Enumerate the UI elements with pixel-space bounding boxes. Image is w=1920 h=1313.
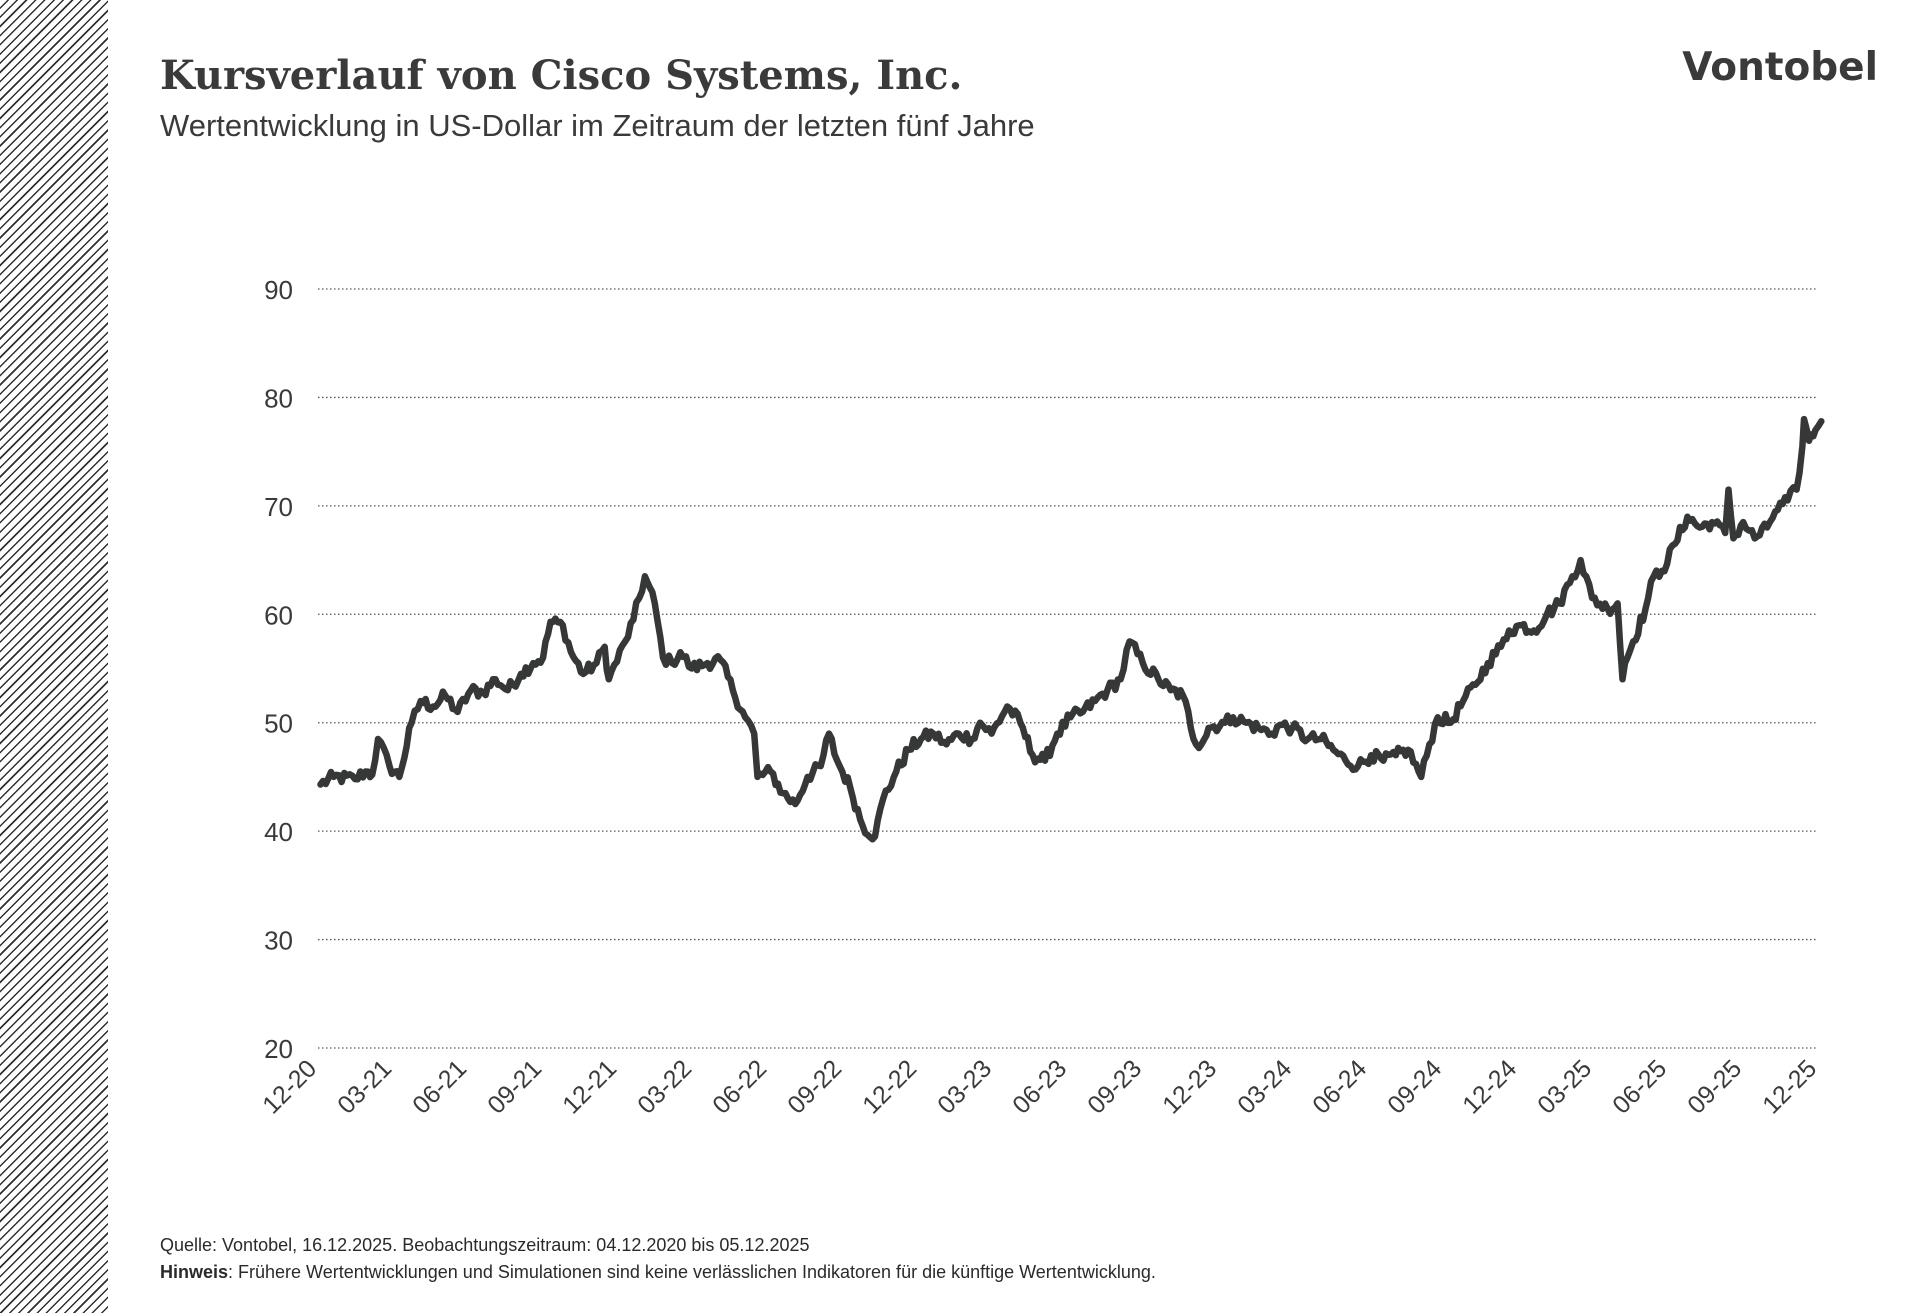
brand-logo: Vontobel xyxy=(1682,45,1878,90)
x-tick-label: 06-21 xyxy=(407,1054,472,1119)
y-tick-label: 40 xyxy=(264,817,293,847)
x-tick-label: 12-23 xyxy=(1157,1054,1222,1119)
disclaimer-label: Hinweis xyxy=(160,1262,229,1282)
y-tick-label: 50 xyxy=(264,709,293,739)
x-tick-label: 03-21 xyxy=(332,1054,397,1119)
series-line xyxy=(317,415,1825,843)
footer: Quelle: Vontobel, 16.12.2025. Beobachtun… xyxy=(160,1232,1156,1286)
x-tick-label: 09-25 xyxy=(1682,1054,1747,1119)
x-tick-label: 12-21 xyxy=(557,1054,622,1119)
disclaimer: Hinweis: Frühere Wertentwicklungen und S… xyxy=(160,1259,1156,1286)
x-tick-label: 09-24 xyxy=(1382,1054,1447,1119)
x-tick-label: 06-22 xyxy=(707,1054,772,1119)
x-tick-label: 12-20 xyxy=(257,1054,322,1119)
x-tick-label: 12-22 xyxy=(857,1054,922,1119)
y-tick-label: 80 xyxy=(264,383,293,413)
x-tick-label: 06-23 xyxy=(1007,1054,1072,1119)
x-tick-label: 09-22 xyxy=(782,1054,847,1119)
y-tick-label: 90 xyxy=(264,275,293,305)
x-tick-label: 03-23 xyxy=(932,1054,997,1119)
x-tick-label: 12-25 xyxy=(1757,1054,1822,1119)
y-tick-label: 70 xyxy=(264,492,293,522)
x-tick-label: 03-25 xyxy=(1532,1054,1597,1119)
disclaimer-text: : Frühere Wertentwicklungen und Simulati… xyxy=(228,1262,1156,1282)
chart-subtitle: Wertentwicklung in US-Dollar im Zeitraum… xyxy=(160,108,1035,143)
x-tick-label: 06-24 xyxy=(1307,1054,1372,1119)
x-tick-label: 09-23 xyxy=(1082,1054,1147,1119)
y-tick-label: 60 xyxy=(264,600,293,630)
x-tick-label: 06-25 xyxy=(1607,1054,1672,1119)
hatched-side-band xyxy=(0,0,108,1313)
y-tick-label: 20 xyxy=(264,1034,293,1064)
x-tick-label: 03-22 xyxy=(632,1054,697,1119)
source-note: Quelle: Vontobel, 16.12.2025. Beobachtun… xyxy=(160,1235,810,1255)
x-tick-label: 12-24 xyxy=(1457,1054,1522,1119)
chart-title: Kursverlauf von Cisco Systems, Inc. xyxy=(160,52,963,99)
y-tick-label: 30 xyxy=(264,926,293,956)
x-tick-label: 03-24 xyxy=(1232,1054,1297,1119)
x-tick-label: 09-21 xyxy=(482,1054,547,1119)
